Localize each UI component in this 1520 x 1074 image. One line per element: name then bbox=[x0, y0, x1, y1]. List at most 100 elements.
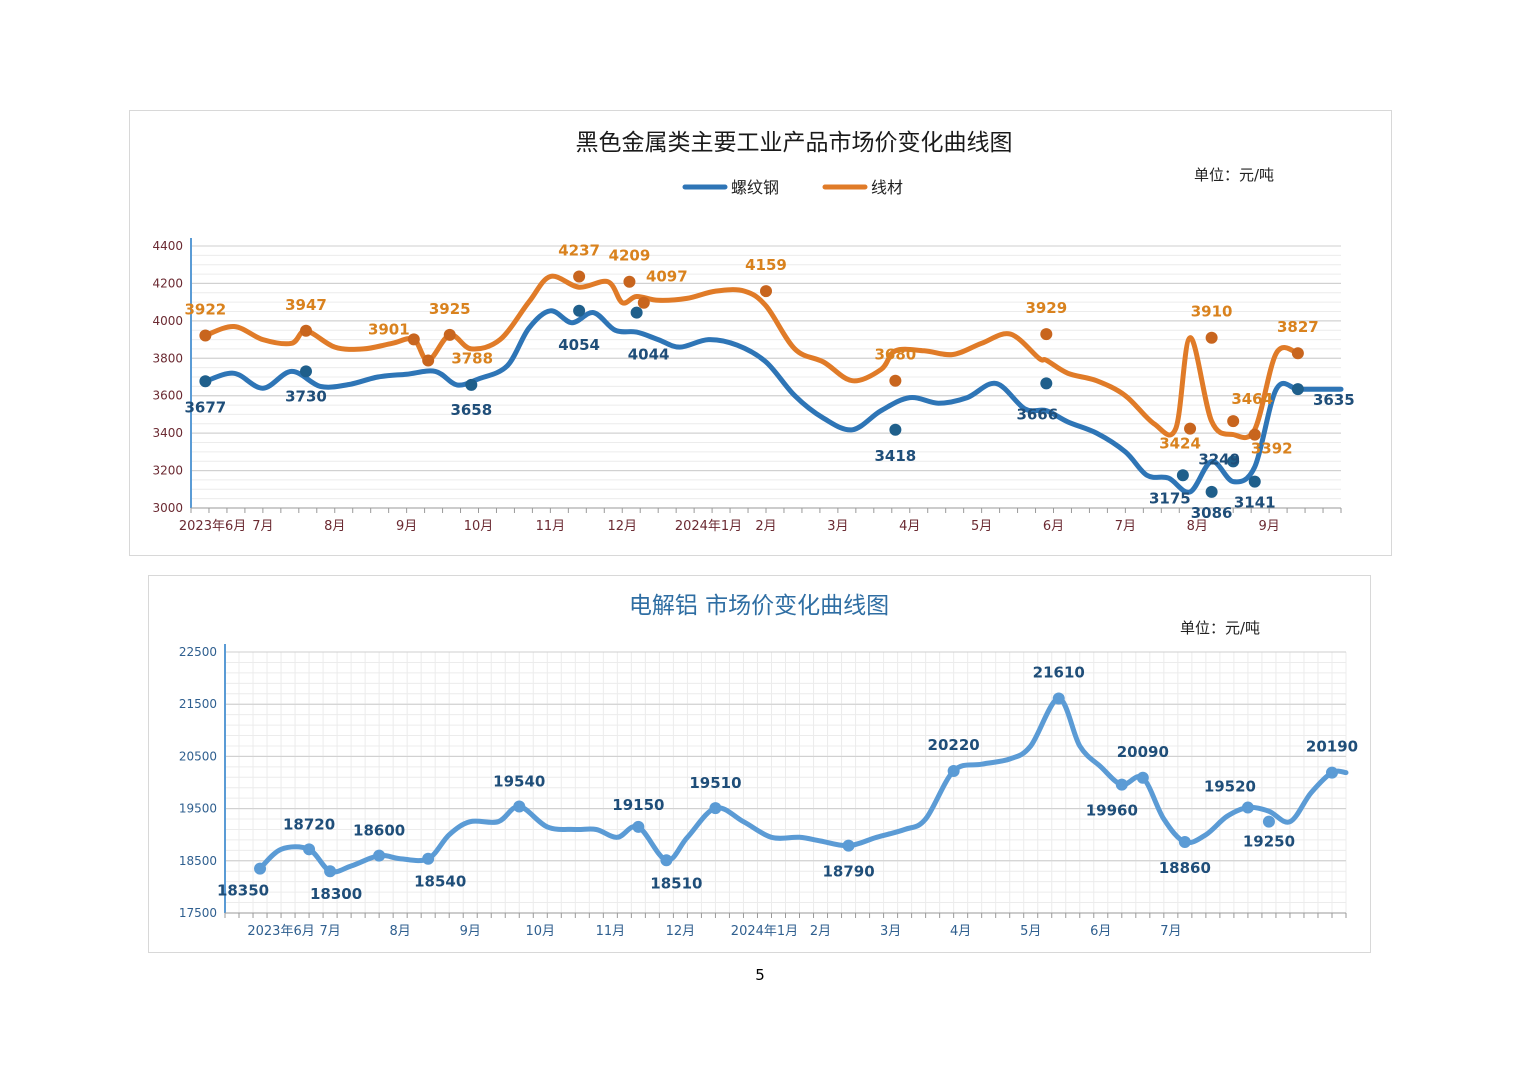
y-tick-label: 22500 bbox=[179, 645, 217, 659]
page-number: 5 bbox=[755, 966, 765, 984]
data-point bbox=[1248, 428, 1261, 441]
unit-label: 单位：元/吨 bbox=[1180, 619, 1260, 637]
x-tick-label: 9月 bbox=[1258, 519, 1279, 534]
y-tick-label: 3800 bbox=[152, 351, 183, 365]
data-point bbox=[1040, 377, 1053, 390]
data-point bbox=[1052, 692, 1065, 705]
x-tick-label: 5月 bbox=[971, 519, 992, 534]
data-label: 3925 bbox=[429, 300, 471, 318]
data-point bbox=[1227, 455, 1240, 468]
data-label: 18860 bbox=[1159, 859, 1211, 877]
data-label: 4209 bbox=[609, 247, 651, 265]
y-tick-label: 18500 bbox=[179, 854, 217, 868]
data-label: 18790 bbox=[822, 863, 874, 881]
x-tick-label: 6月 bbox=[1043, 519, 1064, 534]
data-point bbox=[465, 378, 478, 391]
data-point bbox=[1040, 328, 1053, 341]
data-label: 3175 bbox=[1149, 489, 1191, 507]
data-label: 3086 bbox=[1191, 504, 1233, 522]
data-point bbox=[1241, 801, 1254, 814]
series-line-1 bbox=[202, 308, 1344, 495]
x-tick-label: 6月 bbox=[1090, 924, 1111, 939]
data-label: 20220 bbox=[928, 736, 980, 754]
y-tick-label: 3000 bbox=[152, 501, 183, 515]
y-tick-label: 3400 bbox=[152, 426, 183, 440]
data-label: 18720 bbox=[283, 815, 335, 833]
x-tick-label: 7月 bbox=[252, 519, 273, 534]
data-point bbox=[324, 865, 337, 878]
data-label: 3910 bbox=[1191, 303, 1233, 321]
data-point bbox=[407, 333, 420, 346]
data-label: 4097 bbox=[646, 268, 688, 286]
data-point bbox=[300, 365, 312, 378]
legend-label: 螺纹钢 bbox=[731, 178, 779, 197]
steel-chart-panel: 黑色金属类主要工业产品市场价变化曲线图 单位：元/吨 3000 3200 3400 360… bbox=[129, 110, 1392, 556]
data-label: 18510 bbox=[650, 874, 702, 892]
series-line-2 bbox=[202, 273, 1301, 441]
y-tick-label: 4200 bbox=[152, 276, 183, 290]
data-point bbox=[630, 306, 643, 319]
data-label: 18350 bbox=[217, 882, 269, 900]
data-point bbox=[637, 296, 650, 309]
chart-title: 黑色金属类主要工业产品市场价变化曲线图 bbox=[576, 130, 1013, 156]
data-label: 3635 bbox=[1313, 391, 1355, 409]
x-tick-label: 2月 bbox=[810, 924, 831, 939]
data-point bbox=[422, 354, 435, 367]
data-point bbox=[373, 849, 386, 862]
data-label: 21610 bbox=[1033, 663, 1085, 681]
data-point bbox=[443, 328, 456, 341]
data-point bbox=[254, 862, 267, 875]
data-label: 3658 bbox=[450, 401, 492, 419]
data-label: 20190 bbox=[1306, 738, 1358, 756]
data-label: 3680 bbox=[875, 346, 917, 364]
data-label: 18300 bbox=[310, 885, 362, 903]
data-label: 3788 bbox=[451, 350, 493, 368]
data-point bbox=[422, 852, 435, 865]
data-point bbox=[1184, 422, 1197, 435]
legend: 螺纹钢 线材 bbox=[682, 178, 903, 197]
data-label: 3929 bbox=[1025, 299, 1067, 317]
data-point bbox=[1205, 331, 1218, 344]
x-tick-label: 2024年1月 bbox=[675, 519, 742, 534]
data-point bbox=[1248, 475, 1261, 488]
legend-label: 线材 bbox=[871, 178, 903, 197]
x-tick-label: 3月 bbox=[827, 519, 848, 534]
data-label: 18540 bbox=[414, 873, 466, 891]
data-label: 19250 bbox=[1243, 833, 1295, 851]
data-point bbox=[1136, 771, 1149, 784]
data-label: 3392 bbox=[1251, 440, 1293, 458]
x-tick-label: 8月 bbox=[1187, 519, 1208, 534]
data-point bbox=[660, 854, 673, 867]
data-point bbox=[199, 375, 212, 388]
data-label: 3677 bbox=[185, 398, 227, 416]
data-point bbox=[199, 329, 212, 342]
data-point bbox=[889, 423, 902, 436]
data-label: 19150 bbox=[612, 796, 664, 814]
data-point bbox=[889, 374, 902, 387]
data-label: 3922 bbox=[185, 300, 227, 318]
data-label: 3424 bbox=[1159, 435, 1201, 453]
x-tick-label: 2月 bbox=[755, 519, 776, 534]
x-tick-label: 7月 bbox=[1160, 924, 1181, 939]
y-tick-label: 19500 bbox=[179, 802, 217, 816]
data-point bbox=[1325, 766, 1338, 779]
data-point bbox=[513, 800, 526, 813]
data-point bbox=[842, 839, 855, 852]
x-tick-label: 2023年6月 bbox=[179, 519, 246, 534]
data-label: 3947 bbox=[285, 296, 327, 314]
data-point bbox=[1227, 415, 1240, 428]
data-label: 3901 bbox=[368, 320, 410, 338]
data-point bbox=[1176, 469, 1189, 482]
x-tick-label: 5月 bbox=[1020, 924, 1041, 939]
data-label: 3464 bbox=[1231, 390, 1273, 408]
series-line-1 bbox=[257, 696, 1349, 875]
y-tick-label: 4400 bbox=[152, 239, 183, 253]
x-tick-label: 12月 bbox=[666, 924, 696, 939]
data-label: 18600 bbox=[353, 822, 405, 840]
data-point bbox=[760, 285, 772, 298]
data-label: 3666 bbox=[1016, 405, 1058, 423]
y-tick-label: 21500 bbox=[179, 697, 217, 711]
x-tick-label: 2023年6月 bbox=[247, 924, 314, 939]
